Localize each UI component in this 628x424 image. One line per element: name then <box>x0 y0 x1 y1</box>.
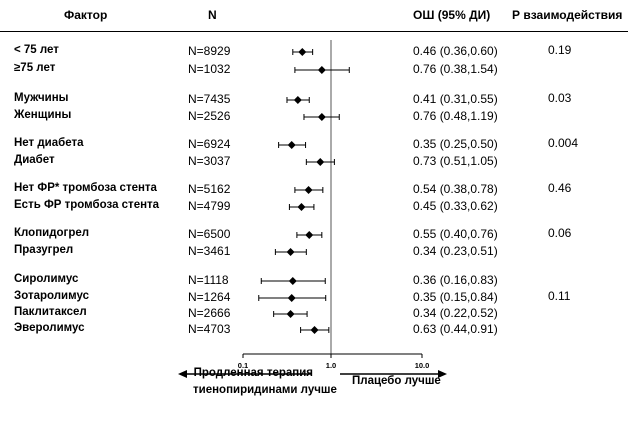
factor-label: Диабет <box>14 154 55 166</box>
or-ci-value: 0.63 (0.44,0.91) <box>413 322 498 336</box>
n-value: N=6500 <box>188 227 231 241</box>
or-ci-value: 0.73 (0.51,1.05) <box>413 154 498 168</box>
n-value: N=4799 <box>188 199 231 213</box>
point-estimate-diamond <box>310 326 319 334</box>
factor-label: ≥75 лет <box>14 62 56 74</box>
factor-label: Мужчины <box>14 92 69 104</box>
point-estimate-diamond <box>317 113 326 121</box>
n-value: N=1264 <box>188 290 231 304</box>
n-value: N=8929 <box>188 44 231 58</box>
factor-label: Есть ФР тромбоза стента <box>14 199 160 211</box>
or-ci-value: 0.35 (0.15,0.84) <box>413 290 498 304</box>
or-ci-value: 0.35 (0.25,0.50) <box>413 137 498 151</box>
factor-label: Зотаролимус <box>14 290 89 302</box>
factor-label: Паклитаксел <box>14 306 87 318</box>
arrow-left-head <box>178 370 187 378</box>
factor-label: Клопидогрел <box>14 227 90 239</box>
point-estimate-diamond <box>305 231 314 239</box>
x-tick-label: 0.1 <box>238 361 248 370</box>
p-interaction-value: 0.03 <box>548 91 572 105</box>
n-value: N=6924 <box>188 137 231 151</box>
favours-therapy-line2: тиенопиридинами лучше <box>193 384 337 396</box>
or-ci-value: 0.34 (0.23,0.51) <box>413 244 498 258</box>
n-value: N=7435 <box>188 92 231 106</box>
p-interaction-value: 0.46 <box>548 181 572 195</box>
point-estimate-diamond <box>288 277 297 285</box>
or-ci-value: 0.34 (0.22,0.52) <box>413 306 498 320</box>
or-ci-value: 0.76 (0.48,1.19) <box>413 109 498 123</box>
header-or: ОШ (95% ДИ) <box>413 8 491 22</box>
header-rule <box>0 31 628 32</box>
point-estimate-diamond <box>316 158 325 166</box>
x-tick-label: 1.0 <box>326 361 336 370</box>
n-value: N=3037 <box>188 154 231 168</box>
factor-label: Празугрел <box>14 244 74 256</box>
or-ci-value: 0.41 (0.31,0.55) <box>413 92 498 106</box>
header-factor: Фактор <box>64 8 108 22</box>
p-interaction-value: 0.19 <box>548 43 572 57</box>
point-estimate-diamond <box>297 203 306 211</box>
point-estimate-diamond <box>287 294 296 302</box>
p-interaction-value: 0.06 <box>548 226 572 240</box>
n-value: N=3461 <box>188 244 231 258</box>
factor-label: Эверолимус <box>14 322 85 334</box>
factor-label: Женщины <box>14 109 72 121</box>
header-p-interaction: Р взаимодействия <box>512 8 623 22</box>
n-value: N=2526 <box>188 109 231 123</box>
p-interaction-value: 0.11 <box>548 289 571 303</box>
arrow-right-head <box>438 370 447 378</box>
n-value: N=2666 <box>188 306 231 320</box>
or-ci-value: 0.46 (0.36,0.60) <box>413 44 498 58</box>
point-estimate-diamond <box>293 96 302 104</box>
favours-therapy-line1: Продленная терапия <box>193 367 313 379</box>
x-tick-label: 10.0 <box>415 361 430 370</box>
or-ci-value: 0.36 (0.16,0.83) <box>413 273 498 287</box>
header-n: N <box>208 8 217 22</box>
favours-therapy-label: Продленная терапия тиенопиридинами лучше <box>193 365 337 399</box>
factor-label: Нет ФР* тромбоза стента <box>14 182 157 194</box>
point-estimate-diamond <box>304 186 313 194</box>
factor-label: Сиролимус <box>14 273 79 285</box>
n-value: N=1118 <box>188 273 229 287</box>
n-value: N=4703 <box>188 322 231 336</box>
favours-placebo-label: Плацебо лучше <box>352 375 441 387</box>
point-estimate-diamond <box>317 66 326 74</box>
or-ci-value: 0.45 (0.33,0.62) <box>413 199 498 213</box>
factor-label: Нет диабета <box>14 137 84 149</box>
or-ci-value: 0.76 (0.38,1.54) <box>413 62 498 76</box>
or-ci-value: 0.55 (0.40,0.76) <box>413 227 498 241</box>
n-value: N=1032 <box>188 62 231 76</box>
point-estimate-diamond <box>287 141 296 149</box>
or-ci-value: 0.54 (0.38,0.78) <box>413 182 498 196</box>
p-interaction-value: 0.004 <box>548 136 579 150</box>
point-estimate-diamond <box>286 248 295 256</box>
point-estimate-diamond <box>286 310 295 318</box>
point-estimate-diamond <box>298 48 307 56</box>
n-value: N=5162 <box>188 182 231 196</box>
factor-label: < 75 лет <box>14 44 59 56</box>
